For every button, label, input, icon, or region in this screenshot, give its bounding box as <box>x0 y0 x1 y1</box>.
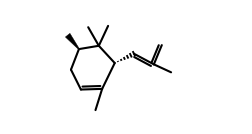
Polygon shape <box>65 33 79 49</box>
